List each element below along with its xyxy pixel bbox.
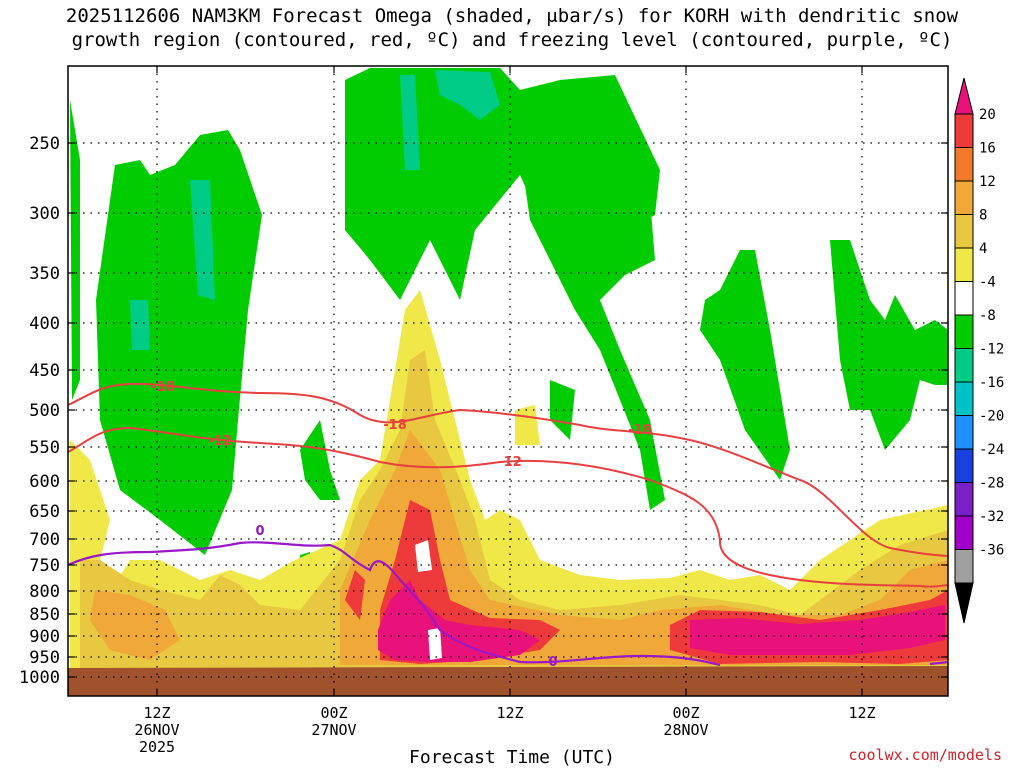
omega-shading xyxy=(68,68,948,696)
omega-region xyxy=(68,666,948,696)
y-tick-label: 650 xyxy=(29,502,60,522)
omega-region xyxy=(300,420,340,500)
colorbar-swatch xyxy=(954,113,974,148)
colorbar-swatch xyxy=(954,448,974,483)
omega-region xyxy=(345,570,365,620)
contour-minus18 xyxy=(68,382,948,557)
x-tick-label: 12Z xyxy=(143,704,170,722)
omega-region xyxy=(96,130,262,555)
chart-title-line1: 2025112606 NAM3KM Forecast Omega (shaded… xyxy=(65,5,959,27)
omega-region xyxy=(515,405,540,445)
y-tick-label: 400 xyxy=(29,314,60,334)
colorbar-label: -12 xyxy=(979,342,1004,358)
contour-label: -12 xyxy=(208,434,232,449)
contour-label: 0 xyxy=(548,655,557,670)
colorbar-swatch xyxy=(954,549,974,584)
colorbar-swatch xyxy=(954,214,974,249)
contour-minus12 xyxy=(68,426,948,588)
x-tick-label: 26NOV xyxy=(134,721,179,739)
y-tick-label: 1000 xyxy=(19,668,60,688)
colorbar-swatch xyxy=(954,247,974,282)
contour-label: -18 xyxy=(628,423,652,438)
colorbar-label: -16 xyxy=(979,375,1004,391)
x-tick-label: 28NOV xyxy=(663,721,708,739)
colorbar-swatch xyxy=(954,348,974,383)
colorbar-swatch xyxy=(954,415,974,450)
colorbar-label: -36 xyxy=(979,543,1004,559)
y-tick-label: 500 xyxy=(29,401,60,421)
omega-region xyxy=(428,628,442,660)
omega-region xyxy=(70,290,948,668)
colorbar-label: -20 xyxy=(979,409,1004,425)
colorbar-swatch xyxy=(954,314,974,349)
colorbar-swatch xyxy=(954,482,974,517)
colorbar-label: 4 xyxy=(979,241,987,257)
omega-region xyxy=(435,70,500,120)
contour-label: 0 xyxy=(255,524,264,539)
plot-grid xyxy=(68,66,948,696)
omega-region xyxy=(700,250,790,480)
colorbar-swatch xyxy=(954,281,974,316)
y-tick-label: 950 xyxy=(29,648,60,668)
chart-title-line2: growth region (contoured, red, ºC) and f… xyxy=(71,29,953,51)
omega-region xyxy=(550,380,575,440)
colorbar-label: -28 xyxy=(979,476,1004,492)
y-tick-label: 850 xyxy=(29,605,60,625)
y-tick-label: 550 xyxy=(29,438,60,458)
colorbar-label: -24 xyxy=(979,442,1004,458)
contour-label: -12 xyxy=(498,455,522,470)
y-tick-label: 450 xyxy=(29,361,60,381)
omega-region xyxy=(690,605,945,655)
source-credit: coolwx.com/models xyxy=(848,746,1002,764)
y-tick-label: 750 xyxy=(29,556,60,576)
omega-region xyxy=(520,150,665,510)
omega-region xyxy=(340,430,948,665)
omega-region xyxy=(130,300,150,350)
x-tick-label: 12Z xyxy=(848,704,875,722)
colorbar-top-arrow xyxy=(954,77,974,115)
y-axis: 2503003504004505005506006507007508008509… xyxy=(19,134,948,688)
colorbar-swatch xyxy=(954,381,974,416)
colorbar: 20 16 12 8 4 -4 -8 -12 -16 -20 -24 -28 -32 -36 xyxy=(954,77,1004,624)
x-tick-label: 00Z xyxy=(672,704,699,722)
omega-region xyxy=(70,100,80,400)
colorbar-swatch xyxy=(954,180,974,215)
omega-region xyxy=(190,180,215,300)
colorbar-swatch xyxy=(954,147,974,182)
colorbar-label: 16 xyxy=(979,141,996,157)
y-tick-label: 700 xyxy=(29,530,60,550)
y-tick-label: 350 xyxy=(29,264,60,284)
contour-freezing-level xyxy=(929,660,948,666)
contour-freezing-level xyxy=(68,541,721,667)
colorbar-label: -8 xyxy=(979,308,996,324)
x-axis-title: Forecast Time (UTC) xyxy=(409,747,615,768)
x-tick-label: 2025 xyxy=(139,738,175,756)
colorbar-label: 8 xyxy=(979,208,987,224)
colorbar-bottom-arrow xyxy=(954,582,974,624)
plot-frame xyxy=(67,65,949,697)
omega-region xyxy=(830,240,948,450)
y-tick-label: 300 xyxy=(29,204,60,224)
y-tick-label: 600 xyxy=(29,472,60,492)
x-tick-label: 00Z xyxy=(320,704,347,722)
x-tick-label: 12Z xyxy=(496,704,523,722)
colorbar-label: 20 xyxy=(979,107,996,123)
omega-region xyxy=(415,540,432,572)
omega-region xyxy=(400,75,420,170)
plot-border xyxy=(67,65,949,697)
y-tick-label: 900 xyxy=(29,627,60,647)
colorbar-swatch xyxy=(954,515,974,550)
colorbar-label: -32 xyxy=(979,509,1004,525)
colorbar-label: -4 xyxy=(979,275,996,291)
x-tick-label: 27NOV xyxy=(311,721,356,739)
y-tick-label: 250 xyxy=(29,134,60,154)
contour-label: -18 xyxy=(151,380,175,395)
contour-label: -18 xyxy=(383,418,407,433)
temperature-contours: -18 -18 -18 -12 -12 0 0 xyxy=(68,380,948,670)
colorbar-label: 12 xyxy=(979,174,996,190)
y-tick-label: 800 xyxy=(29,582,60,602)
